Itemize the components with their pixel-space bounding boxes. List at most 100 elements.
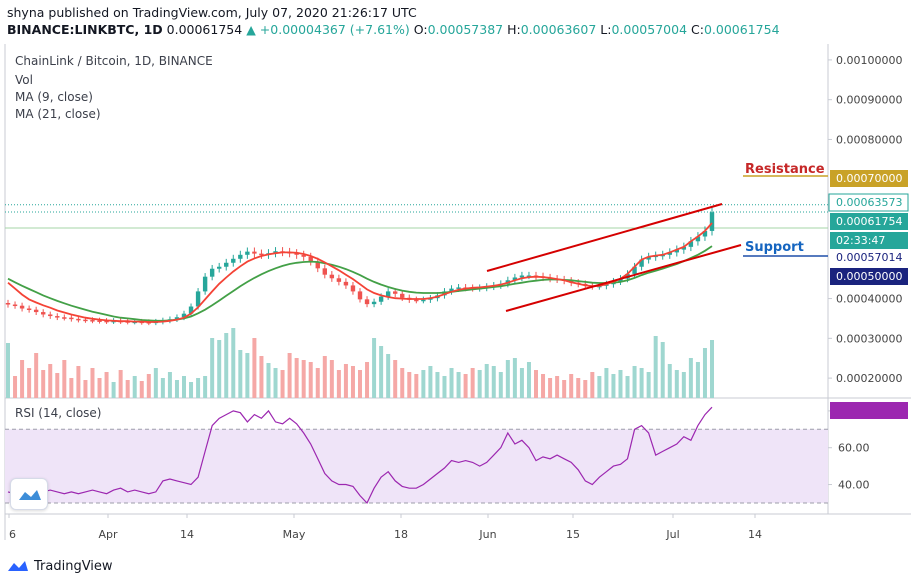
candle-body [5, 302, 11, 305]
time-axis-label: Jul [665, 528, 679, 541]
candle-body [41, 312, 46, 315]
volume-bar [174, 380, 179, 398]
marked-price-label-badge [830, 268, 908, 285]
candle-body [224, 262, 229, 267]
volume-bar [526, 362, 531, 398]
legend-vol: Vol [15, 73, 33, 87]
high-price-label: 0.00063573 [836, 196, 902, 209]
volume-bar [688, 358, 693, 398]
volume-bar [196, 378, 201, 398]
candle-body [273, 251, 278, 254]
candle-body [385, 291, 391, 297]
volume-bar [259, 356, 264, 398]
time-axis-label: 18 [394, 528, 408, 541]
candle-body [519, 275, 525, 278]
high-label: H: [507, 22, 521, 37]
volume-bar [449, 368, 454, 398]
volume-bar [90, 368, 95, 398]
volume-bar [484, 364, 489, 398]
ma21-line [7, 245, 713, 322]
volume-bar [41, 370, 46, 398]
candle-body [343, 281, 349, 286]
candle-body [202, 276, 208, 292]
candle-body [76, 318, 81, 321]
candle-body [104, 320, 109, 323]
candle-body [357, 291, 363, 300]
candle-body [702, 230, 708, 237]
candle-body [33, 309, 39, 313]
low-value: 0.00057004 [611, 22, 688, 37]
volume-bar [695, 362, 700, 398]
volume-bar [336, 370, 341, 398]
volume-bar [519, 368, 524, 398]
volume-bar [231, 328, 236, 398]
volume-bar [34, 353, 39, 398]
time-axis-label: 15 [566, 528, 580, 541]
volume-bar [104, 372, 109, 398]
candle-body [400, 293, 405, 298]
open-label: O: [413, 22, 428, 37]
volume-bar [20, 360, 25, 398]
volume-bar [132, 376, 137, 398]
candle-body [12, 304, 18, 307]
candle-body [217, 266, 222, 269]
candle-body [97, 320, 102, 322]
rsi-value-badge [830, 402, 908, 419]
resistance-label: Resistance [745, 162, 825, 177]
last-price-label-badge [830, 213, 908, 230]
volume-bar [583, 380, 588, 398]
resistance-price-label: 0.00070000 [836, 172, 902, 185]
candle-body [646, 256, 651, 260]
volume-bar [48, 364, 53, 398]
time-axis-label: 14 [748, 528, 762, 541]
candle-body [90, 320, 95, 322]
candle-body [329, 274, 335, 279]
volume-bar [512, 358, 517, 398]
volume-bar [167, 372, 172, 398]
countdown-label-badge [830, 232, 908, 249]
candle-body [308, 256, 313, 262]
candle-body [252, 251, 257, 254]
volume-bar [365, 362, 370, 398]
support-label: Support [745, 240, 804, 255]
candle-body [62, 317, 67, 319]
volume-bar [210, 338, 215, 398]
volume-bar [238, 350, 243, 398]
volume-bar [681, 372, 686, 398]
candle-body [294, 253, 299, 255]
candle-body [709, 212, 715, 231]
candle-body [674, 249, 679, 253]
volume-bar [280, 370, 285, 398]
candle-body [231, 258, 236, 263]
rsi-axis-label: 60.00 [838, 442, 870, 455]
volume-bar [660, 342, 665, 398]
candle-body [371, 301, 377, 305]
volume-bar [118, 370, 123, 398]
resistance-price-label-badge [830, 170, 908, 187]
volume-bar [139, 381, 144, 398]
volume-bar [604, 368, 609, 398]
volume-bar [421, 370, 426, 398]
symbol: BINANCE:LINKBTC, 1D [7, 22, 163, 37]
volume-bar [146, 374, 151, 398]
tradingview-chart-logo[interactable] [10, 478, 48, 510]
volume-bar [407, 372, 412, 398]
support-price-label: 0.00057014 [836, 251, 902, 264]
candle-body [667, 252, 672, 255]
volume-bar [379, 346, 384, 398]
candle-body [456, 287, 461, 289]
price-change: +0.00004367 (+7.61%) [259, 22, 410, 37]
volume-bar [111, 382, 116, 398]
candle-body [336, 278, 342, 282]
open-value: 0.00057387 [427, 22, 504, 37]
volume-bar [245, 353, 250, 398]
last-price: 0.00061754 [166, 22, 243, 37]
volume-bar [491, 366, 496, 398]
footer-brand[interactable]: TradingView [34, 558, 113, 574]
close-label: C: [691, 22, 704, 37]
volume-bar [611, 374, 616, 398]
volume-bar [224, 333, 229, 398]
volume-bar [343, 364, 348, 398]
lower-trend-line [505, 244, 742, 312]
